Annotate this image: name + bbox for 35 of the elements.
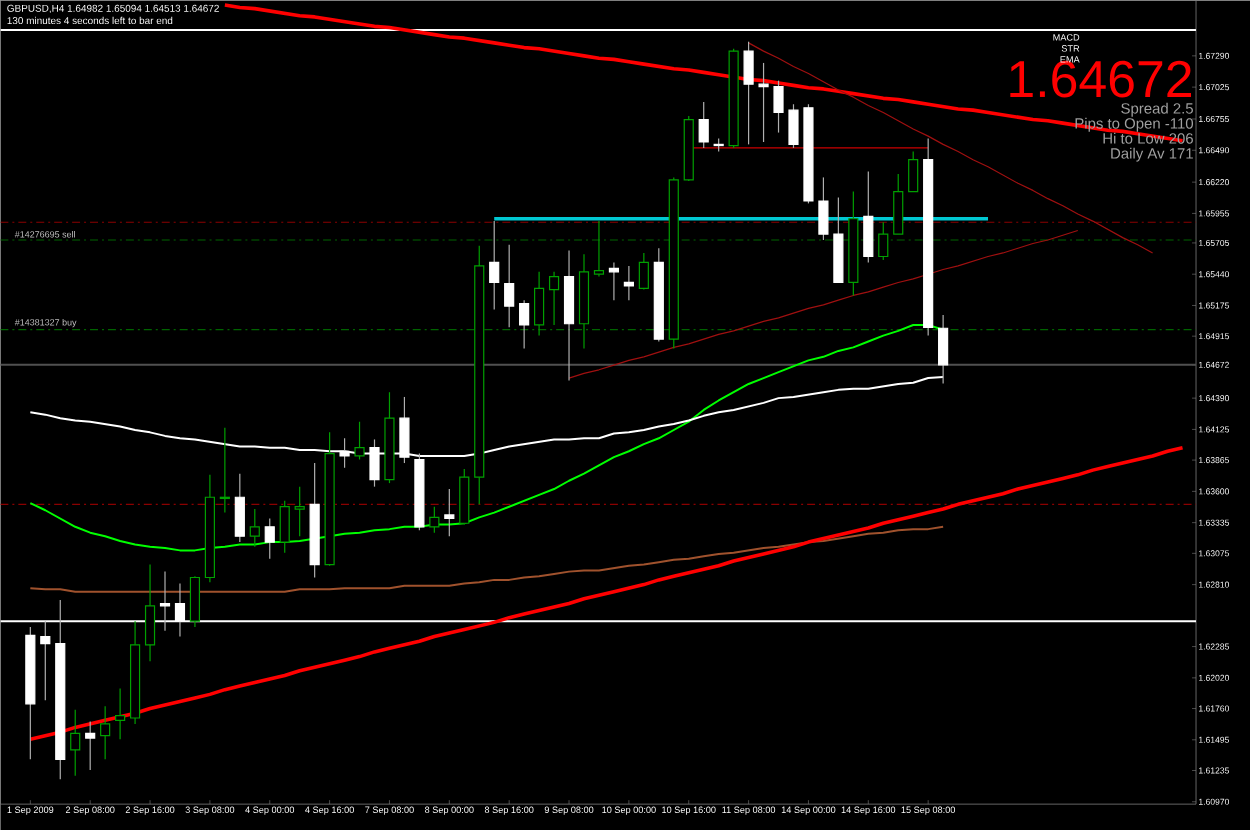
- candlestick: [893, 173, 904, 235]
- candlestick: [788, 103, 799, 149]
- candlestick: [354, 421, 365, 461]
- candlestick: [189, 575, 201, 628]
- candlestick: [444, 488, 455, 537]
- candlestick: [758, 62, 769, 143]
- candlestick: [548, 271, 560, 326]
- candlestick: [294, 485, 305, 537]
- candlestick: [85, 720, 96, 771]
- candlestick: [818, 176, 829, 241]
- candlestick: [264, 517, 275, 560]
- candlestick: [115, 687, 126, 740]
- candlestick: [504, 244, 515, 328]
- candlestick: [489, 220, 500, 311]
- candlestick: [234, 473, 245, 543]
- candlestick: [519, 299, 530, 350]
- candlestick: [743, 41, 754, 145]
- candlestick: [773, 79, 784, 134]
- candlestick: [279, 500, 290, 554]
- candlestick: [638, 252, 649, 291]
- candlestick: [144, 563, 156, 662]
- candlestick: [459, 468, 470, 525]
- candlestick: [429, 506, 440, 534]
- candlestick: [863, 170, 874, 263]
- candlestick: [593, 220, 605, 278]
- candlestick: [534, 271, 545, 337]
- candlestick: [563, 249, 575, 381]
- candlestick: [249, 508, 260, 548]
- candlestick: [908, 150, 919, 193]
- candlestick: [70, 709, 81, 777]
- candlestick: [623, 265, 634, 301]
- candlestick: [878, 221, 889, 261]
- candlestick: [100, 705, 111, 760]
- candlestick: [698, 101, 709, 149]
- annotation: 1.64672: [1010, 60, 1191, 98]
